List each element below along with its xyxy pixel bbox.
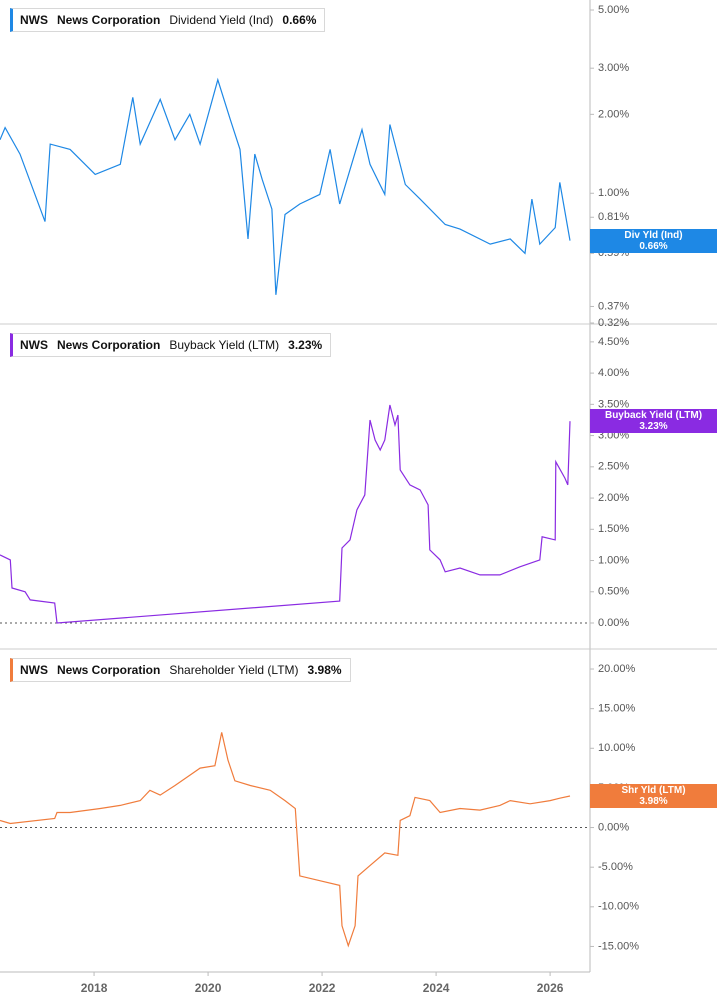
series-name: Dividend Yield (Ind) bbox=[169, 13, 274, 27]
y-tick-label: 3.50% bbox=[598, 398, 629, 410]
legend-header: NWS News Corporation Dividend Yield (Ind) 0… bbox=[10, 8, 326, 32]
y-tick-label: 0.00% bbox=[598, 821, 629, 833]
ticker: NWS bbox=[20, 663, 48, 677]
x-tick-label: 2024 bbox=[423, 981, 450, 995]
y-tick-label: 15.00% bbox=[598, 703, 636, 715]
y-tick-label: 1.50% bbox=[598, 523, 629, 535]
current-value: 3.98% bbox=[307, 663, 342, 677]
y-tick-label: 2.00% bbox=[598, 492, 629, 504]
y-tick-label: 2.00% bbox=[598, 108, 629, 120]
x-tick-label: 2018 bbox=[81, 981, 108, 995]
y-tick-label: 10.00% bbox=[598, 742, 636, 754]
y-tick-label: 0.00% bbox=[598, 617, 629, 629]
value-tag-name: Div Yld (Ind) bbox=[624, 229, 683, 241]
value-tag-value: 3.98% bbox=[639, 796, 668, 807]
y-tick-label: 20.00% bbox=[598, 663, 636, 675]
x-tick-label: 2022 bbox=[309, 981, 336, 995]
y-tick-label: 2.50% bbox=[598, 461, 629, 473]
ticker: NWS bbox=[20, 338, 48, 352]
y-tick-label: 0.32% bbox=[598, 317, 629, 329]
y-tick-label: 4.00% bbox=[598, 367, 629, 379]
company: News Corporation bbox=[57, 338, 161, 352]
value-tag: Buyback Yield (LTM) 3.23% bbox=[590, 409, 717, 434]
value-tag: Shr Yld (LTM) 3.98% bbox=[590, 784, 717, 808]
y-tick-label: 3.00% bbox=[598, 62, 629, 74]
series-name: Buyback Yield (LTM) bbox=[169, 338, 280, 352]
company: News Corporation bbox=[57, 13, 161, 27]
legend-header: NWS News Corporation Buyback Yield (LTM) 3.… bbox=[10, 333, 332, 357]
value-tag-name: Shr Yld (LTM) bbox=[621, 785, 686, 796]
x-tick-label: 2020 bbox=[195, 981, 222, 995]
y-tick-label: 1.00% bbox=[598, 187, 629, 199]
legend-header: NWS News Corporation Shareholder Yield (LT… bbox=[10, 658, 351, 682]
y-tick-label: 4.50% bbox=[598, 336, 629, 348]
value-tag-name: Buyback Yield (LTM) bbox=[604, 410, 703, 422]
ticker: NWS bbox=[20, 13, 48, 27]
series-line bbox=[0, 732, 571, 948]
y-tick-label: 0.50% bbox=[598, 586, 629, 598]
x-tick-label: 2026 bbox=[537, 981, 564, 995]
series-line bbox=[0, 77, 571, 295]
y-tick-label: 0.37% bbox=[598, 300, 629, 312]
value-tag-value: 0.66% bbox=[639, 240, 668, 252]
y-tick-label: -10.00% bbox=[598, 901, 639, 913]
y-tick-label: -5.00% bbox=[598, 861, 633, 873]
series-name: Shareholder Yield (LTM) bbox=[169, 663, 299, 677]
company: News Corporation bbox=[57, 663, 161, 677]
value-tag-value: 3.23% bbox=[639, 421, 668, 433]
y-tick-label: 0.81% bbox=[598, 211, 629, 223]
current-value: 0.66% bbox=[282, 13, 317, 27]
y-tick-label: 1.00% bbox=[598, 554, 629, 566]
y-tick-label: -15.00% bbox=[598, 940, 639, 952]
y-tick-label: 5.00% bbox=[598, 4, 629, 16]
series-line bbox=[0, 404, 571, 624]
value-tag: Div Yld (Ind) 0.66% bbox=[590, 228, 717, 253]
current-value: 3.23% bbox=[288, 338, 323, 352]
